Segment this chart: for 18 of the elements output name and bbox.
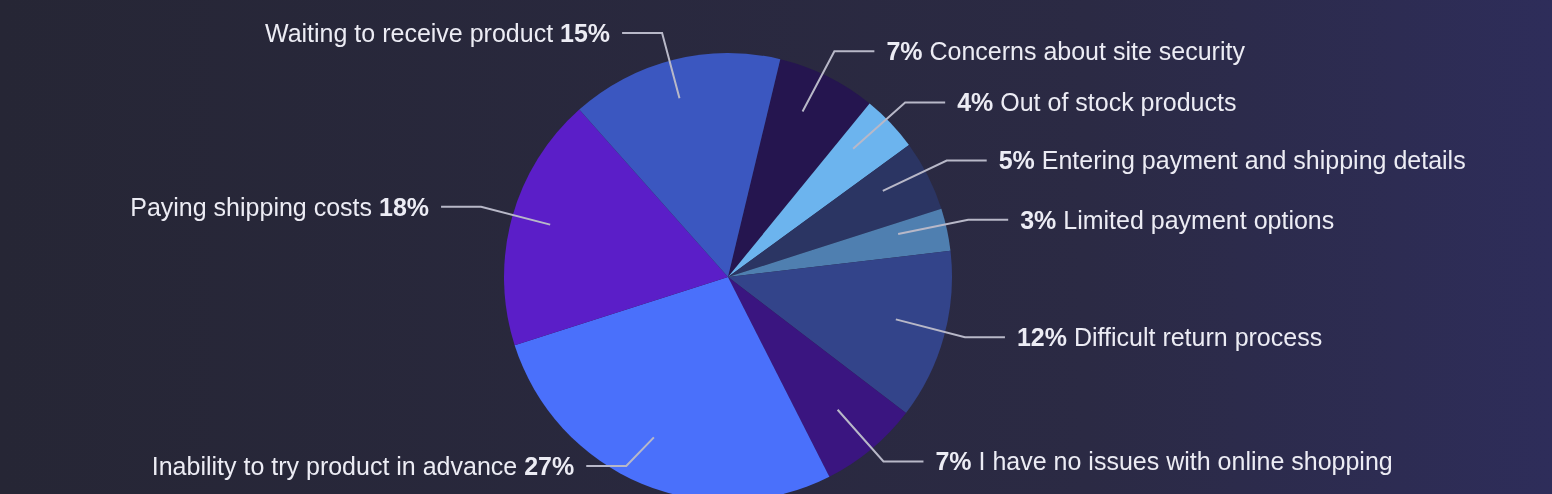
data-label: 18% <box>379 192 430 221</box>
data-label: 7% <box>935 447 972 476</box>
slice-label: Entering payment and shipping details <box>1034 146 1466 175</box>
data-label: 7% <box>886 36 923 65</box>
slice-label: I have no issues with online shopping <box>971 447 1393 476</box>
slice-label: Out of stock products <box>993 88 1237 117</box>
slice-label: Inability to try product in advance <box>151 451 525 480</box>
data-label: 3% <box>1020 205 1057 234</box>
slice-label: Paying shipping costs <box>130 192 380 221</box>
data-label: 12% <box>1016 322 1067 351</box>
data-label: 5% <box>998 146 1035 175</box>
data-label: 27% <box>524 451 575 480</box>
slice-label: Concerns about site security <box>922 36 1246 65</box>
slice-label: Limited payment options <box>1056 205 1335 234</box>
data-label: 4% <box>957 88 994 117</box>
slice-label: Difficult return process <box>1066 322 1323 351</box>
data-label: 15% <box>560 18 611 47</box>
slice-label: Waiting to receive product <box>265 18 561 47</box>
